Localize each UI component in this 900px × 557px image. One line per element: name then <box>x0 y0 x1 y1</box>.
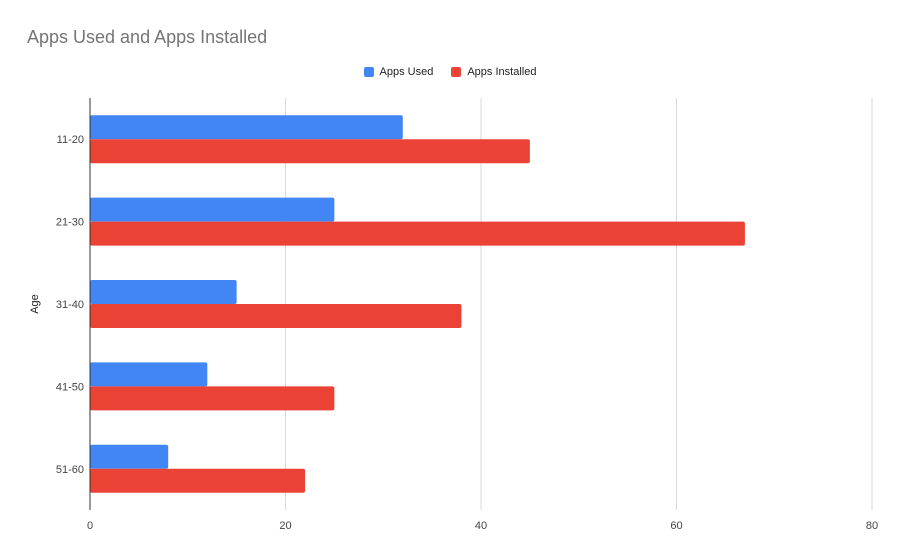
x-tick-label-80: 80 <box>866 520 878 532</box>
y-tick-label-11-20: 11-20 <box>57 134 84 146</box>
bar-apps-used-41-50[interactable] <box>90 362 208 387</box>
bars <box>90 115 745 493</box>
legend-item-apps-used[interactable]: Apps Used <box>363 66 434 78</box>
legend-label-apps-used: Apps Used <box>379 66 434 78</box>
x-tick-label-0: 0 <box>87 520 93 532</box>
legend-swatch-apps-installed <box>451 67 462 77</box>
bar-apps-installed-51-60[interactable] <box>90 468 306 493</box>
y-tick-label-41-50: 41-50 <box>56 381 84 393</box>
bar-apps-used-21-30[interactable] <box>90 197 335 222</box>
y-tick-label-31-40: 31-40 <box>56 299 84 311</box>
y-tick-label-21-30: 21-30 <box>56 217 84 229</box>
x-tick-labels: 0 20 40 60 80 <box>87 520 878 532</box>
bar-apps-installed-31-40[interactable] <box>90 304 462 328</box>
chart-title: Apps Used and Apps Installed <box>27 27 268 47</box>
legend-swatch-apps-used <box>363 67 374 77</box>
bar-apps-installed-21-30[interactable] <box>90 221 745 246</box>
y-tick-labels: 11-20 21-30 31-40 41-50 51-60 <box>56 134 84 476</box>
legend: Apps Used Apps Installed <box>0 66 900 78</box>
x-tick-label-40: 40 <box>475 520 487 532</box>
bar-apps-used-31-40[interactable] <box>90 280 237 304</box>
y-axis-title: Age <box>29 294 41 314</box>
bar-apps-used-51-60[interactable] <box>90 444 169 469</box>
bar-apps-installed-41-50[interactable] <box>90 386 335 411</box>
bar-apps-installed-11-20[interactable] <box>90 139 530 164</box>
x-tick-label-20: 20 <box>279 520 291 532</box>
y-tick-label-51-60: 51-60 <box>56 464 84 476</box>
legend-label-apps-installed: Apps Installed <box>467 66 537 78</box>
legend-item-apps-installed[interactable]: Apps Installed <box>451 66 536 78</box>
x-tick-label-60: 60 <box>670 520 682 532</box>
bar-apps-used-11-20[interactable] <box>90 115 403 140</box>
